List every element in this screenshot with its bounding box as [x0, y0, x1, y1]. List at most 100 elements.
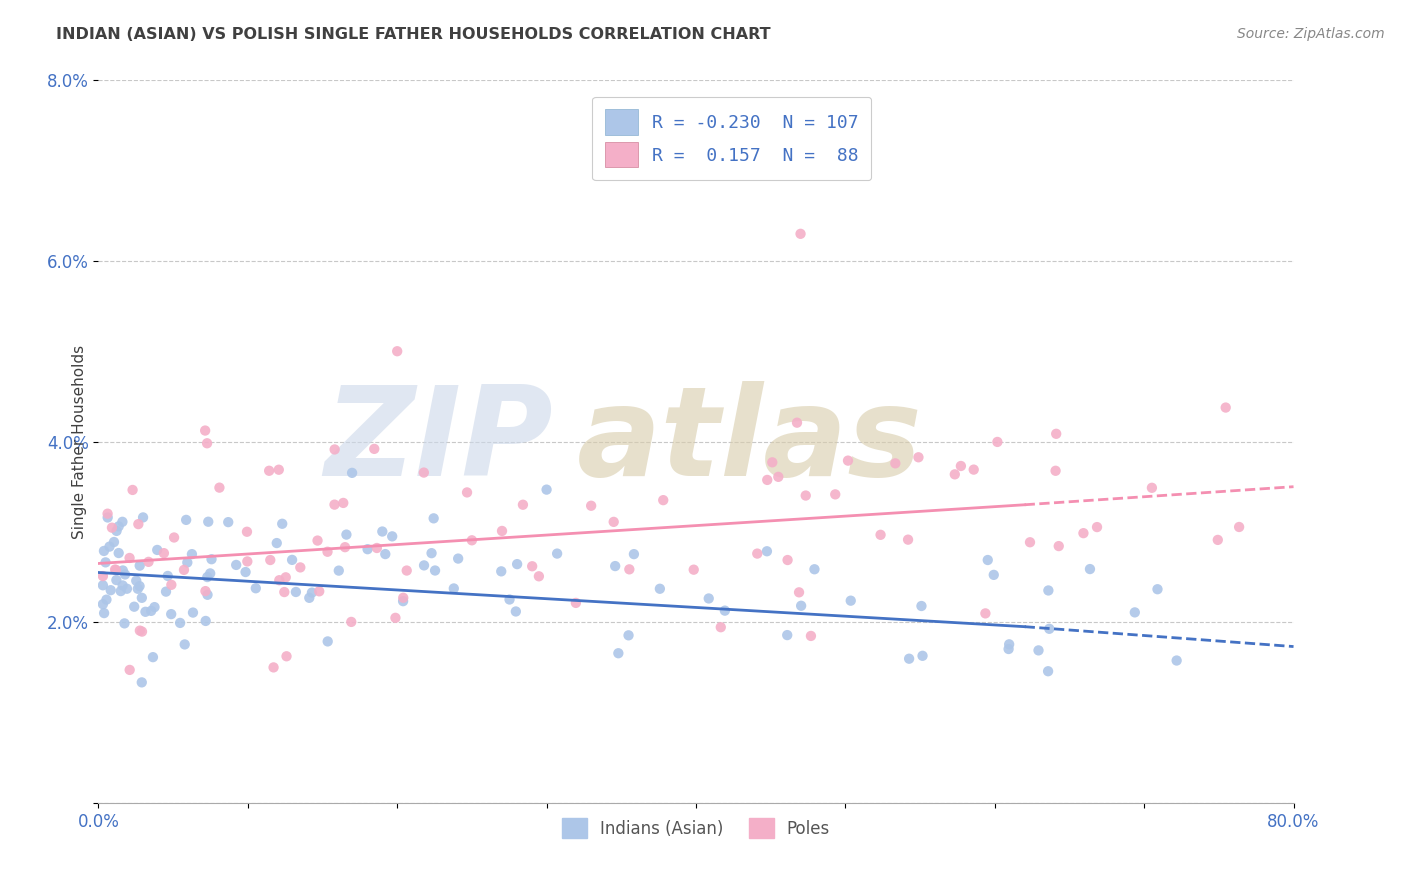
Point — [284, 585, 307, 599]
Legend: Indians (Asian), Poles: Indians (Asian), Poles — [555, 812, 837, 845]
Point — [652, 493, 675, 508]
Point — [105, 524, 128, 538]
Point — [271, 516, 294, 531]
Point — [977, 553, 1000, 567]
Point — [128, 558, 150, 573]
Point — [107, 546, 129, 560]
Point — [607, 646, 630, 660]
Point — [153, 546, 176, 560]
Point — [181, 547, 204, 561]
Point — [619, 562, 641, 576]
Point — [710, 620, 733, 634]
Point — [505, 605, 527, 619]
Point — [134, 605, 156, 619]
Point — [384, 611, 406, 625]
Point — [200, 566, 222, 581]
Point — [943, 467, 966, 482]
Point — [412, 466, 434, 480]
Point — [101, 521, 124, 535]
Point — [128, 624, 150, 638]
Point — [125, 574, 148, 588]
Point — [602, 515, 624, 529]
Point — [682, 563, 704, 577]
Point — [697, 591, 720, 606]
Point — [236, 524, 259, 539]
Point — [290, 560, 312, 574]
Point — [333, 540, 356, 554]
Point — [392, 591, 415, 605]
Point — [269, 573, 291, 587]
Point — [163, 531, 186, 545]
Point — [761, 455, 783, 469]
Point — [197, 515, 219, 529]
Point — [208, 481, 231, 495]
Point — [114, 616, 136, 631]
Point — [110, 584, 132, 599]
Point — [1140, 481, 1163, 495]
Point — [91, 578, 114, 592]
Point — [1085, 520, 1108, 534]
Point — [997, 642, 1019, 657]
Point — [301, 585, 323, 599]
Point — [93, 544, 115, 558]
Point — [522, 559, 544, 574]
Point — [506, 557, 529, 571]
Point — [869, 528, 891, 542]
Point — [491, 565, 513, 579]
Point — [371, 524, 394, 539]
Point — [98, 540, 121, 554]
Point — [787, 585, 810, 599]
Point — [335, 527, 357, 541]
Point — [118, 663, 141, 677]
Point — [91, 597, 114, 611]
Point — [266, 536, 288, 550]
Point — [181, 606, 204, 620]
Point — [160, 607, 183, 621]
Point — [747, 547, 769, 561]
Point — [1038, 583, 1060, 598]
Point — [128, 579, 150, 593]
Point — [790, 599, 813, 613]
Point — [998, 637, 1021, 651]
Point — [195, 436, 218, 450]
Point — [259, 553, 281, 567]
Point — [195, 570, 218, 584]
Point — [803, 562, 825, 576]
Point — [173, 637, 195, 651]
Point — [755, 544, 778, 558]
Point — [884, 456, 907, 470]
Point — [194, 614, 217, 628]
Point — [648, 582, 671, 596]
Point — [97, 507, 120, 521]
Point — [141, 604, 163, 618]
Point — [131, 591, 153, 605]
Point — [100, 583, 122, 598]
Point — [1036, 665, 1059, 679]
Point — [323, 498, 346, 512]
Point — [111, 515, 134, 529]
Point — [768, 470, 790, 484]
Point — [363, 442, 385, 456]
Point — [146, 543, 169, 558]
Point — [949, 458, 972, 473]
Point — [786, 416, 808, 430]
Point — [366, 541, 388, 555]
Point — [714, 604, 737, 618]
Point — [340, 615, 363, 629]
Point — [122, 599, 145, 614]
Point — [565, 596, 588, 610]
Point — [235, 565, 257, 579]
Point — [340, 466, 363, 480]
Point — [1073, 526, 1095, 541]
Point — [837, 453, 859, 467]
Point — [1078, 562, 1101, 576]
Point — [789, 227, 811, 241]
Point — [194, 424, 217, 438]
Point — [776, 628, 799, 642]
Point — [395, 564, 418, 578]
Point — [225, 558, 247, 572]
Text: atlas: atlas — [576, 381, 922, 502]
Point — [121, 483, 143, 497]
Point — [115, 582, 138, 596]
Point — [281, 553, 304, 567]
